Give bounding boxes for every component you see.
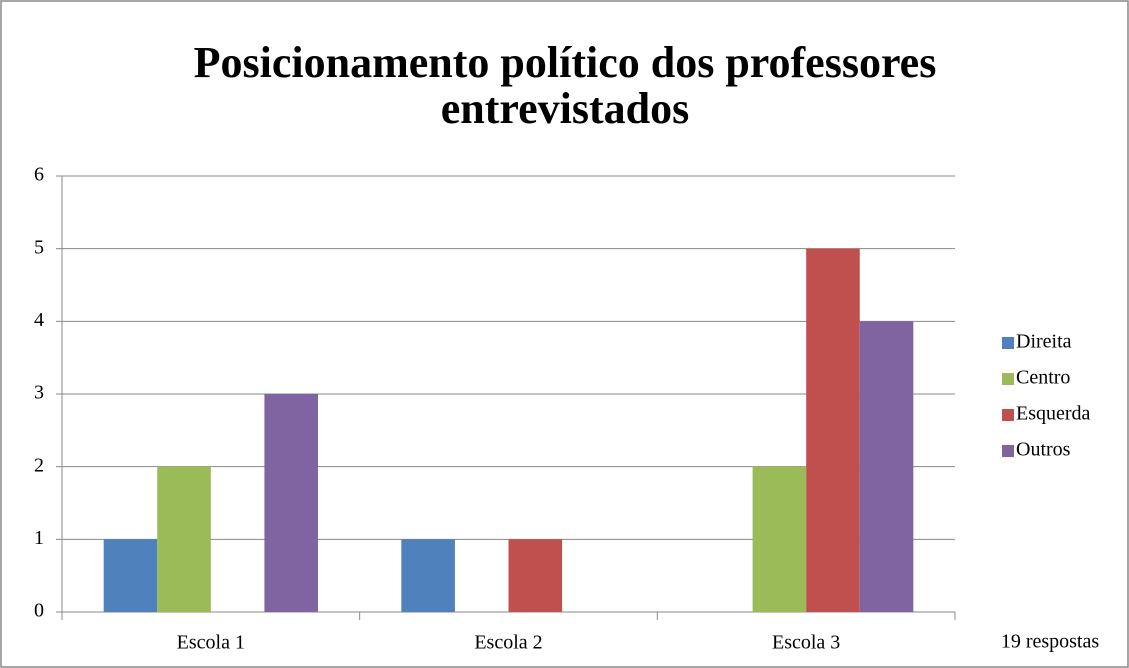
bar	[508, 539, 563, 612]
bar	[859, 321, 914, 612]
x-tick-label: Escola 2	[474, 632, 542, 654]
x-tick-label: Escola 1	[177, 632, 245, 654]
annotation: 19 respostas	[1001, 631, 1100, 653]
y-tick-label: 4	[34, 309, 44, 331]
y-tick-label: 3	[34, 382, 44, 404]
y-tick-label: 0	[34, 600, 44, 622]
bar	[806, 248, 860, 612]
y-tick-label: 1	[34, 527, 44, 549]
bar	[157, 466, 211, 612]
legend-swatch	[1002, 337, 1014, 349]
bar	[752, 466, 807, 612]
y-tick-label: 2	[34, 454, 44, 476]
chart-title: Posicionamento político dos professores …	[193, 38, 937, 133]
legend-swatch	[1002, 445, 1014, 457]
legend-swatch	[1002, 373, 1014, 385]
bar	[401, 539, 455, 612]
legend-label: Centro	[1016, 367, 1070, 389]
legend-label: Direita	[1016, 331, 1072, 353]
x-tick-label: Escola 3	[772, 632, 840, 654]
y-tick-label: 6	[34, 164, 44, 186]
legend-label: Outros	[1016, 439, 1071, 461]
legend-label: Esquerda	[1016, 403, 1091, 425]
bar	[103, 539, 158, 612]
y-tick-label: 5	[34, 236, 44, 258]
bar	[264, 394, 318, 612]
legend-swatch	[1002, 409, 1014, 421]
